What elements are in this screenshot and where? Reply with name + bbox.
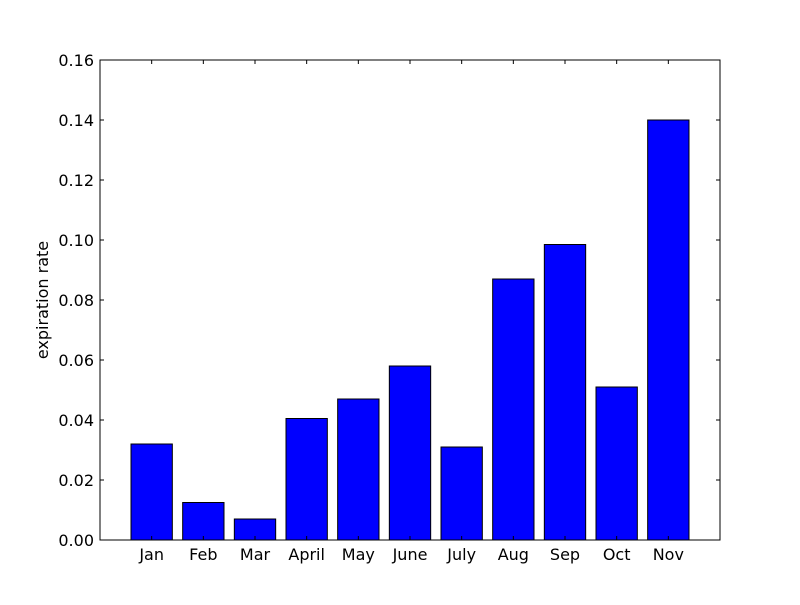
y-tick-label-1: 0.02: [58, 471, 94, 490]
bar-nov: [647, 119, 690, 541]
x-tick-label-oct: Oct: [603, 545, 631, 564]
y-tick-label-0: 0.00: [58, 531, 94, 550]
x-tick-label-nov: Nov: [653, 545, 684, 564]
plot-frame: [99, 59, 721, 541]
y-tick-label-4: 0.08: [58, 291, 94, 310]
x-tick-label-july: July: [446, 545, 476, 564]
x-tick-label-june: June: [392, 545, 428, 564]
bar-oct: [595, 386, 638, 541]
y-tick-label-5: 0.10: [58, 231, 94, 250]
bar-may: [337, 398, 380, 541]
y-tick-label-2: 0.04: [58, 411, 94, 430]
bar-july: [440, 446, 483, 541]
x-tick-label-april: April: [288, 545, 325, 564]
bar-jan: [130, 443, 173, 541]
bars-layer: [130, 119, 690, 541]
x-tick-label-sep: Sep: [550, 545, 580, 564]
ticks-layer: Jan Feb Mar April May June July Aug Sep Oct Nov 0.0…: [58, 51, 720, 564]
x-tick-label-jan: Jan: [138, 545, 164, 564]
bar-sep: [543, 244, 587, 541]
y-tick-label-6: 0.12: [58, 171, 94, 190]
bar-aug: [492, 278, 535, 541]
bar-feb: [182, 502, 225, 541]
x-tick-label-aug: Aug: [498, 545, 529, 564]
y-tick-label-3: 0.06: [58, 351, 94, 370]
x-tick-label-mar: Mar: [240, 545, 271, 564]
y-tick-label-8: 0.16: [58, 51, 94, 70]
x-tick-label-may: May: [342, 545, 375, 564]
y-axis-label: expiration rate: [33, 241, 52, 359]
bar-june: [388, 365, 432, 541]
y-tick-label-7: 0.14: [58, 111, 94, 130]
bar-april: [285, 418, 328, 541]
x-tick-label-feb: Feb: [189, 545, 217, 564]
